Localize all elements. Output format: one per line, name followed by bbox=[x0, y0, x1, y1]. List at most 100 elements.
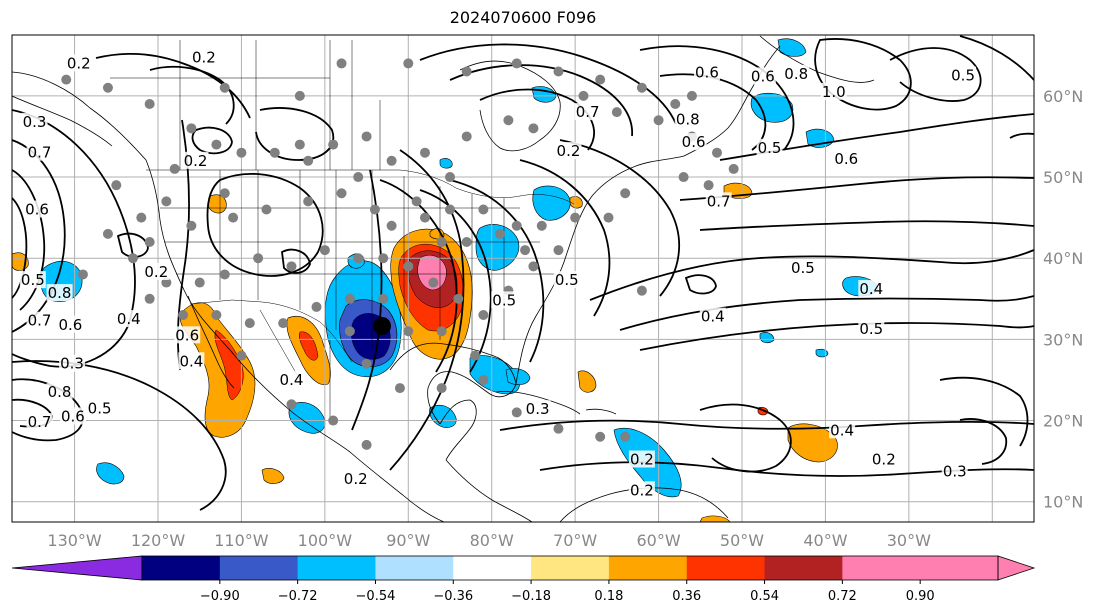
station-dot bbox=[419, 147, 430, 158]
longitude-label: 30°W bbox=[887, 531, 931, 550]
station-dot bbox=[511, 220, 522, 231]
map-frame bbox=[11, 34, 1035, 523]
contour-labrador-2 bbox=[659, 73, 767, 151]
contour-label-background bbox=[950, 66, 977, 84]
latitude-labels: 60°N 50°N 40°N 30°N 20°N 10°N bbox=[1043, 87, 1083, 512]
station-dot bbox=[578, 90, 589, 101]
station-dot bbox=[169, 163, 180, 174]
station-dot bbox=[570, 212, 581, 223]
station-dot bbox=[511, 407, 522, 418]
contour-label: 0.2 bbox=[557, 142, 581, 160]
contour-label: 0.6 bbox=[58, 316, 82, 334]
station-dot bbox=[294, 139, 305, 150]
contour-label: 0.4 bbox=[859, 280, 883, 298]
contour-label: 0.6 bbox=[751, 67, 775, 85]
station-dot bbox=[294, 90, 305, 101]
station-dot bbox=[144, 236, 155, 247]
contour-label-background bbox=[59, 354, 86, 372]
contour-label-background bbox=[941, 462, 968, 480]
shade-orange-carib bbox=[577, 370, 597, 393]
contour-label: 0.5 bbox=[791, 259, 815, 277]
contour-label-background bbox=[278, 370, 305, 388]
contour-atl-05 bbox=[589, 249, 1034, 301]
contour-pacific-high-1 bbox=[12, 139, 66, 333]
colorbar-tick-label: −0.90 bbox=[200, 589, 240, 604]
station-dot bbox=[219, 269, 230, 280]
colorbar-extend-low bbox=[11, 555, 143, 581]
coast-hispaniola bbox=[585, 408, 617, 415]
longitude-label: 70°W bbox=[553, 531, 597, 550]
station-dot bbox=[478, 374, 489, 385]
contour-label-background bbox=[65, 54, 92, 72]
station-dot bbox=[470, 350, 481, 361]
contour-label-background bbox=[680, 133, 707, 151]
contour-east-high-2 bbox=[959, 418, 1008, 465]
shade-orange-bc bbox=[439, 158, 453, 169]
contour-label: 0.3 bbox=[60, 355, 84, 373]
colorbar-segment bbox=[219, 556, 299, 580]
station-dot bbox=[286, 261, 297, 272]
station-dot bbox=[253, 253, 264, 264]
station-dot bbox=[336, 58, 347, 69]
station-dot bbox=[453, 293, 464, 304]
station-dot bbox=[219, 82, 230, 93]
contour-west-2 bbox=[149, 65, 235, 125]
contour-label: 0.2 bbox=[67, 54, 91, 72]
station-dot bbox=[286, 399, 297, 410]
contour-label-background bbox=[491, 291, 518, 309]
station-dot bbox=[670, 98, 681, 109]
shade-lightblue-ohio bbox=[475, 224, 520, 271]
station-dot bbox=[378, 293, 389, 304]
contour-label-background bbox=[820, 82, 847, 100]
contour-label: 0.8 bbox=[784, 65, 808, 83]
station-dot bbox=[653, 115, 664, 126]
station-dot bbox=[303, 196, 314, 207]
station-dot bbox=[102, 228, 113, 239]
contour-label-background bbox=[628, 450, 655, 468]
shade-lightblue-central bbox=[429, 405, 457, 428]
contour-label: 0.6 bbox=[834, 150, 858, 168]
contour-plains-2 bbox=[389, 149, 465, 471]
contour-label-layer: 0.2 0.20.30.7 0.20.60.50.80.7 0.6 0.40.3 0.40… bbox=[19, 48, 977, 499]
station-dot bbox=[361, 131, 372, 142]
contour-label: 0.3 bbox=[526, 400, 550, 418]
contour-pacific-high-3 bbox=[12, 197, 28, 299]
contour-carib-low bbox=[699, 403, 792, 473]
contour-label-background bbox=[24, 200, 51, 218]
contour-atl-mid bbox=[699, 220, 1034, 231]
contour-east-high bbox=[939, 376, 1029, 447]
coast-east-us bbox=[515, 155, 685, 385]
station-dot bbox=[536, 220, 547, 231]
station-dot bbox=[386, 155, 397, 166]
station-dot bbox=[611, 107, 622, 118]
longitude-label: 50°W bbox=[720, 531, 764, 550]
colorbar-tick-label: −0.36 bbox=[433, 589, 473, 604]
station-dot bbox=[111, 180, 122, 191]
contour-label-background bbox=[674, 110, 701, 128]
station-dot bbox=[553, 245, 564, 256]
shade-pink-midwest bbox=[417, 255, 447, 291]
colorbar-segment bbox=[142, 556, 221, 580]
contour-atl-04 bbox=[619, 295, 1034, 331]
station-dot bbox=[353, 253, 364, 264]
contour-label-background bbox=[190, 48, 217, 66]
contour-label-background bbox=[46, 284, 73, 302]
station-dot bbox=[244, 318, 255, 329]
contour-label: 0.2 bbox=[630, 451, 654, 469]
colorbar-tick-label: 0.54 bbox=[750, 589, 779, 604]
latitude-label: 60°N bbox=[1043, 87, 1083, 106]
contour-label: 0.6 bbox=[695, 63, 719, 81]
contour-label: 0.3 bbox=[23, 113, 47, 131]
station-dot bbox=[353, 172, 364, 183]
station-dot bbox=[603, 212, 614, 223]
station-dot bbox=[495, 228, 506, 239]
station-dot bbox=[211, 139, 222, 150]
station-dot bbox=[236, 147, 247, 158]
contour-north-3 bbox=[479, 88, 595, 151]
contour-label: 0.8 bbox=[676, 110, 700, 128]
map-panel: 0.2 0.20.30.7 0.20.60.50.80.7 0.6 0.40.3 0.40… bbox=[12, 35, 1034, 522]
contour-label-background bbox=[699, 307, 726, 325]
station-dot bbox=[178, 310, 189, 321]
contour-south-2 bbox=[539, 461, 1034, 477]
